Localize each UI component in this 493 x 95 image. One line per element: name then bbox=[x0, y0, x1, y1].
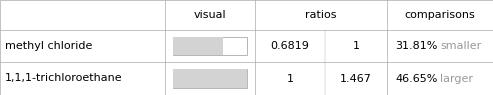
Bar bbox=[173, 69, 247, 88]
Text: smaller: smaller bbox=[440, 41, 481, 51]
Bar bbox=[173, 69, 247, 88]
Text: larger: larger bbox=[440, 74, 473, 84]
Text: 1: 1 bbox=[286, 74, 293, 84]
Text: 31.81%: 31.81% bbox=[395, 41, 438, 51]
Text: visual: visual bbox=[194, 10, 226, 20]
Text: 0.6819: 0.6819 bbox=[271, 41, 310, 51]
Bar bbox=[173, 37, 223, 55]
Bar bbox=[173, 37, 247, 55]
Text: ratios: ratios bbox=[305, 10, 337, 20]
Text: methyl chloride: methyl chloride bbox=[5, 41, 92, 51]
Text: comparisons: comparisons bbox=[405, 10, 475, 20]
Text: 1.467: 1.467 bbox=[340, 74, 372, 84]
Text: 1: 1 bbox=[352, 41, 359, 51]
Text: 46.65%: 46.65% bbox=[395, 74, 438, 84]
Text: 1,1,1-trichloroethane: 1,1,1-trichloroethane bbox=[5, 74, 123, 84]
